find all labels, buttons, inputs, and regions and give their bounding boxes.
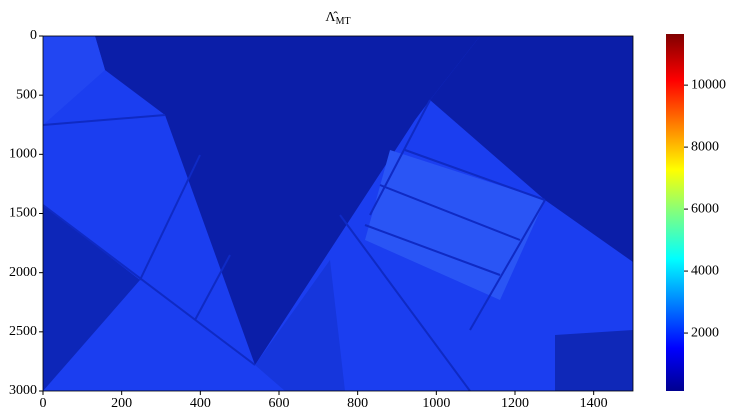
- title-subscript: MT: [336, 16, 351, 27]
- x-tick-label: 1200: [501, 396, 529, 411]
- y-tick-label: 0: [30, 28, 37, 43]
- y-tick-label: 500: [16, 87, 37, 102]
- colorbar-tick-label: 10000: [691, 77, 726, 92]
- x-tick-label: 600: [269, 396, 290, 411]
- x-tick-label: 1000: [422, 396, 450, 411]
- colorbar: [666, 34, 684, 391]
- y-tick-label: 1500: [9, 206, 37, 221]
- colorbar-tick-label: 2000: [691, 325, 719, 340]
- colorbar-tick-label: 8000: [691, 139, 719, 154]
- x-tick-label: 1400: [580, 396, 608, 411]
- y-tick-label: 3000: [9, 383, 37, 398]
- x-tick-label: 200: [111, 396, 132, 411]
- x-tick-label: 400: [190, 396, 211, 411]
- y-tick-label: 2000: [9, 265, 37, 280]
- image: [43, 36, 633, 391]
- x-tick-label: 800: [347, 396, 368, 411]
- colorbar-tick-label: 4000: [691, 263, 719, 278]
- colorbar-tick-label: 6000: [691, 201, 719, 216]
- chart-title: Λ̂MT: [325, 10, 350, 27]
- x-tick-label: 0: [40, 396, 47, 411]
- y-tick-label: 1000: [9, 147, 37, 162]
- y-tick-label: 2500: [9, 324, 37, 339]
- title-main: Λ̂: [325, 10, 338, 25]
